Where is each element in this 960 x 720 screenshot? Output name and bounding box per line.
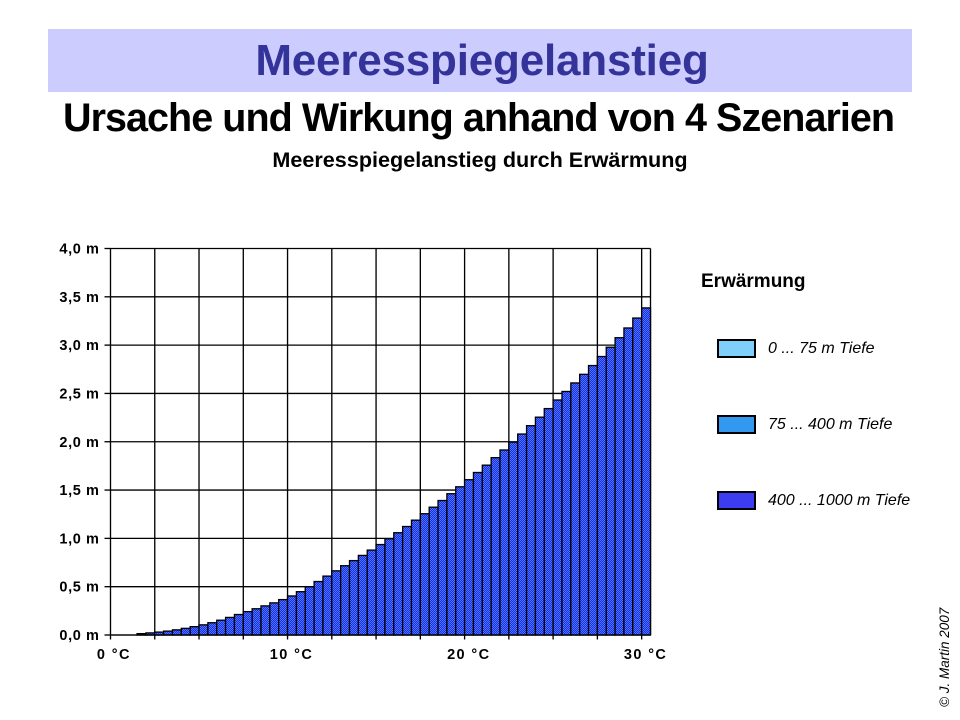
svg-text:0,5 m: 0,5 m (59, 580, 99, 596)
svg-text:0,0 m: 0,0 m (59, 628, 99, 644)
svg-text:3,5 m: 3,5 m (59, 290, 99, 306)
svg-text:4,0 m: 4,0 m (59, 242, 99, 258)
svg-text:3,0 m: 3,0 m (59, 338, 99, 354)
svg-text:1,0 m: 1,0 m (59, 531, 99, 547)
svg-text:0 °C: 0 °C (97, 647, 131, 663)
svg-text:2,0 m: 2,0 m (59, 435, 99, 451)
svg-text:2,5 m: 2,5 m (59, 386, 99, 402)
svg-text:1,5 m: 1,5 m (59, 483, 99, 499)
svg-text:20 °C: 20 °C (447, 647, 490, 663)
svg-text:30 °C: 30 °C (624, 647, 667, 663)
svg-text:10 °C: 10 °C (270, 647, 313, 663)
